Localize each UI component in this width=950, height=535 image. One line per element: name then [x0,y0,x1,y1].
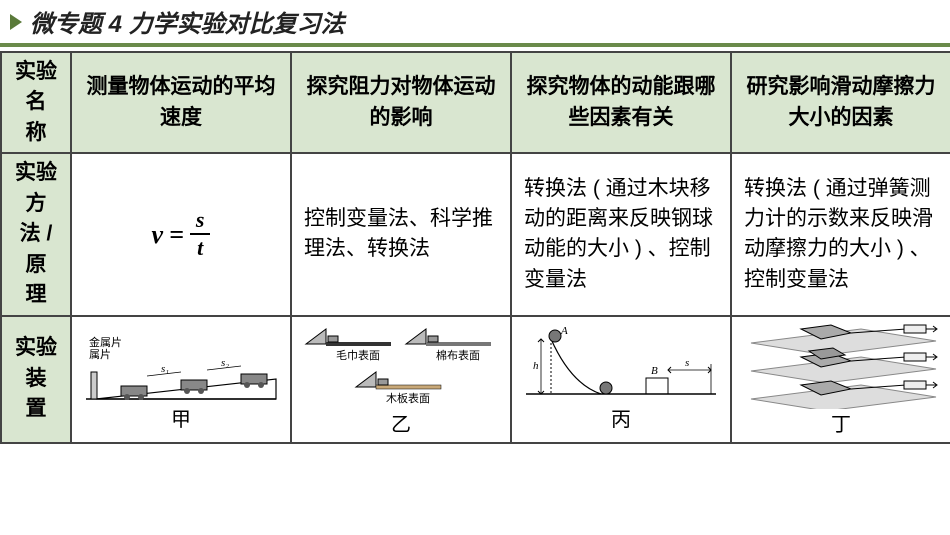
apparatus-cell-2: 毛巾表面 棉布表面 木板表面 [291,316,511,443]
method-cell-3: 转换法 ( 通过木块移动的距离来反映钢球动能的大小 ) 、控制变量法 [511,153,731,315]
row-header-method: 实验 方 法 / 原 理 [1,153,71,315]
label-metal: 金属片 [89,335,122,349]
caption-2: 乙 [391,411,411,440]
diagram-bing: A h B s [521,324,721,404]
svg-text:棉布表面: 棉布表面 [436,348,480,362]
rh-name-1: 实验 [15,57,57,87]
title-underline [0,43,950,47]
col-header-2: 探究阻力对物体运动的影响 [291,52,511,153]
svg-text:属片: 属片 [89,348,111,361]
method-cell-1: v = s t [71,153,291,315]
row-header-apparatus: 实验 装 置 [1,316,71,443]
method-text-3: 转换法 ( 通过木块移动的距离来反映钢球动能的大小 ) 、控制变量法 [518,174,724,296]
caption-3: 丙 [611,406,631,435]
apparatus-cell-1: 金属片 属片 s₁ s₂ 甲 [71,316,291,443]
page-title-bar: 微专题 4 力学实验对比复习法 [0,0,950,43]
apparatus-row: 实验 装 置 金属片 [1,316,950,443]
caption-1: 甲 [171,406,191,435]
svg-text:s: s [685,357,689,369]
col-header-1: 测量物体运动的平均速度 [71,52,291,153]
rh-name-3: 称 [26,118,47,148]
velocity-formula: v = s t [152,209,211,259]
diagram-ding [741,319,941,409]
svg-text:B: B [651,365,658,377]
page-title: 微专题 4 力学实验对比复习法 [30,4,345,39]
apparatus-cell-4: 丁 [731,316,950,443]
svg-text:毛巾表面: 毛巾表面 [336,348,380,362]
svg-text:木板表面: 木板表面 [386,391,430,405]
formula-num: s [190,209,211,235]
method-text-2: 控制变量法、科学推理法、转换法 [298,204,504,265]
col-header-4: 研究影响滑动摩擦力大小的因素 [731,52,950,153]
method-row: 实验 方 法 / 原 理 v = s t 控制变量法、科学推理法、转换法 转换法… [1,153,950,315]
svg-text:h: h [533,360,539,372]
formula-den: t [191,235,209,259]
row-header-name: 实验 名 称 [1,52,71,153]
comparison-table: 实验 名 称 测量物体运动的平均速度 探究阻力对物体运动的影响 探究物体的动能跟… [0,51,950,444]
rh-name-2: 名 [26,87,47,117]
svg-text:A: A [560,325,568,337]
caption-4: 丁 [831,411,851,440]
col-header-3: 探究物体的动能跟哪些因素有关 [511,52,731,153]
method-cell-2: 控制变量法、科学推理法、转换法 [291,153,511,315]
method-cell-4: 转换法 ( 通过弹簧测力计的示数来反映滑动摩擦力的大小 ) 、控制变量法 [731,153,950,315]
apparatus-cell-3: A h B s 丙 [511,316,731,443]
formula-eq: = [169,216,184,254]
method-text-4: 转换法 ( 通过弹簧测力计的示数来反映滑动摩擦力的大小 ) 、控制变量法 [738,174,944,296]
header-row: 实验 名 称 测量物体运动的平均速度 探究阻力对物体运动的影响 探究物体的动能跟… [1,52,950,153]
diagram-jia: 金属片 属片 s₁ s₂ [81,324,281,404]
formula-fraction: s t [190,209,211,259]
diagram-yi: 毛巾表面 棉布表面 木板表面 [301,319,501,409]
formula-lhs: v [152,216,164,254]
